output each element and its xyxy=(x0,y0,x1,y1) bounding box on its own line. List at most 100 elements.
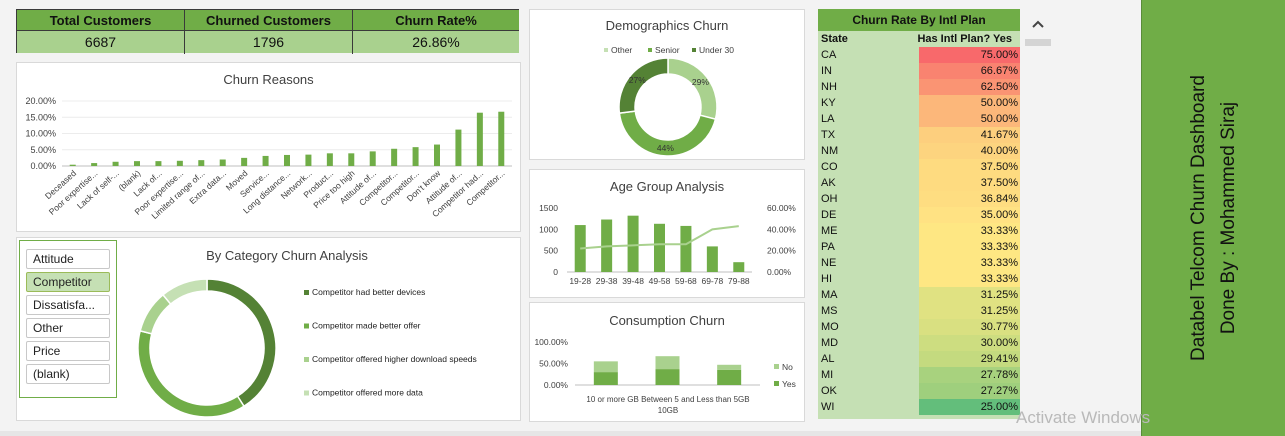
x-axis-label: 10GB xyxy=(658,406,678,415)
table-row: DE 35.00% xyxy=(818,207,1020,223)
kpi-label: Churned Customers xyxy=(185,10,352,31)
y-tick-label: 50.00% xyxy=(539,359,568,369)
legend-label: No xyxy=(782,362,793,372)
dashboard-title: Databel Telcom Churn Dashboard xyxy=(1188,75,1209,361)
table-row: MA 31.25% xyxy=(818,287,1020,303)
rate-cell: 29.41% xyxy=(919,351,1020,367)
chart-title: Demographics Churn xyxy=(605,18,729,33)
chevron-up-icon[interactable] xyxy=(1023,9,1051,49)
table-scrollbar[interactable] xyxy=(1023,9,1051,49)
legend-marker xyxy=(648,48,652,52)
state-cell: AK xyxy=(821,177,836,189)
category-donut-chart: Competitor had better devices Competitor … xyxy=(137,278,477,418)
legend-label: Competitor offered more data xyxy=(312,388,423,398)
bar xyxy=(391,148,398,166)
column-header-state: State xyxy=(821,33,848,45)
state-cell: DE xyxy=(821,209,837,221)
bar-yes xyxy=(655,369,680,385)
kpi-strip: Total Customers 6687 Churned Customers 1… xyxy=(16,9,519,54)
bar xyxy=(134,161,140,166)
slicer-item[interactable]: Price xyxy=(26,341,110,361)
dashboard-title-banner: Databel Telcom Churn Dashboard Done By :… xyxy=(1141,0,1285,436)
state-cell: PA xyxy=(821,241,835,253)
slicer-item[interactable]: Dissatisfa... xyxy=(26,295,110,315)
legend-label: Other xyxy=(611,45,632,55)
legend-marker xyxy=(774,364,779,369)
bar xyxy=(91,163,98,166)
legend-marker xyxy=(304,357,309,362)
kpi-value: 6687 xyxy=(17,31,184,53)
state-cell: OH xyxy=(821,193,838,205)
bar xyxy=(680,225,692,272)
rate-cell: 50.00% xyxy=(919,111,1020,127)
data-label: 44% xyxy=(657,143,674,153)
table-row: KY 50.00% xyxy=(818,95,1020,111)
slicer-item[interactable]: (blank) xyxy=(26,364,110,384)
demographics-donut-chart: 29% 44% 27% Other Senior Under 30 xyxy=(604,45,734,157)
rate-cell: 30.77% xyxy=(919,319,1020,335)
x-tick-label: 29-38 xyxy=(596,276,618,286)
chart-title: Consumption Churn xyxy=(609,313,725,328)
table-row: WI 25.00% xyxy=(818,399,1020,415)
state-cell: MS xyxy=(821,305,838,317)
kpi-label: Total Customers xyxy=(17,10,184,31)
bar xyxy=(155,161,162,166)
y-tick-label-right: 60.00% xyxy=(767,203,796,213)
x-axis-label: 10 or more GB Between 5 and Less than 5G… xyxy=(586,395,749,404)
state-cell: NH xyxy=(821,81,837,93)
slicer-item[interactable]: Competitor xyxy=(26,272,110,292)
intl-plan-table[interactable]: Churn Rate By Intl Plan State Has Intl P… xyxy=(818,9,1020,419)
table-row: CO 37.50% xyxy=(818,159,1020,175)
y-tick-label: 0.00% xyxy=(30,161,56,171)
slicer-item[interactable]: Other xyxy=(26,318,110,338)
column-header-intl-plan: Has Intl Plan? Yes xyxy=(917,33,1012,45)
x-tick-label: 49-58 xyxy=(649,276,671,286)
y-tick-label: 0 xyxy=(553,267,558,277)
sheet-tab-bar[interactable] xyxy=(0,431,1141,436)
bar xyxy=(69,164,76,166)
table-row: OK 27.27% xyxy=(818,383,1020,399)
rate-cell: 33.33% xyxy=(919,271,1020,287)
donut-slice xyxy=(161,278,208,306)
rate-cell: 35.00% xyxy=(919,207,1020,223)
legend-label: Competitor had better devices xyxy=(312,287,425,297)
bar-no xyxy=(593,361,618,373)
table-row: OH 36.84% xyxy=(818,191,1020,207)
bar xyxy=(434,144,440,166)
state-cell: CA xyxy=(821,49,837,61)
bar xyxy=(369,151,376,166)
chart-title: Age Group Analysis xyxy=(609,179,725,194)
consumption-panel[interactable]: Consumption Churn 100.00% 50.00% 0.00% 10 o… xyxy=(529,302,805,422)
bar xyxy=(198,160,205,166)
bar xyxy=(733,262,745,272)
legend-label: Under 30 xyxy=(699,45,734,55)
state-cell: HI xyxy=(821,273,832,285)
state-cell: IN xyxy=(821,65,832,77)
table-row: HI 33.33% xyxy=(818,271,1020,287)
bar xyxy=(219,159,226,166)
kpi-churned-customers: Churned Customers 1796 xyxy=(185,10,353,54)
demographics-panel[interactable]: Demographics Churn 29% 44% 27% Other Senior U… xyxy=(529,9,805,160)
age-group-panel[interactable]: Age Group Analysis 1500 1000 500 0 60.00% 40.… xyxy=(529,169,805,298)
kpi-total-customers: Total Customers 6687 xyxy=(17,10,185,54)
rate-cell: 75.00% xyxy=(919,47,1020,63)
x-tick-label: 39-48 xyxy=(622,276,644,286)
table-row: ME 33.33% xyxy=(818,223,1020,239)
table-title: Churn Rate By Intl Plan xyxy=(818,9,1020,31)
table-row: NH 62.50% xyxy=(818,79,1020,95)
bar xyxy=(112,161,119,166)
legend-label: Competitor offered higher download speed… xyxy=(312,354,477,364)
rate-cell: 25.00% xyxy=(919,399,1020,415)
category-slicer[interactable]: Attitude Competitor Dissatisfa... Other Pric… xyxy=(19,240,117,398)
rate-cell: 50.00% xyxy=(919,95,1020,111)
state-cell: CO xyxy=(821,161,838,173)
state-cell: MA xyxy=(821,289,838,301)
rate-cell: 30.00% xyxy=(919,335,1020,351)
y-tick-label-right: 0.00% xyxy=(767,267,792,277)
bar xyxy=(654,223,665,272)
y-tick-label: 10.00% xyxy=(25,129,56,139)
table-row: MO 30.77% xyxy=(818,319,1020,335)
slicer-item[interactable]: Attitude xyxy=(26,249,110,269)
churn-reasons-panel[interactable]: Churn Reasons 20.00% 15.00% 10.00% 5.00% 0.0… xyxy=(16,62,521,232)
